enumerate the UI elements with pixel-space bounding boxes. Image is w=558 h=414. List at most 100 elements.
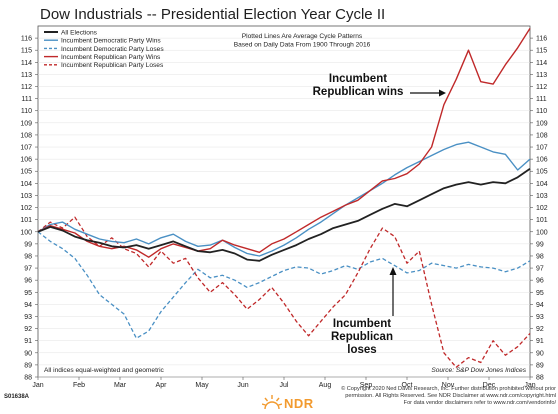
y-tick-label: 106 (20, 157, 32, 164)
series-line-5 (37, 216, 531, 368)
y-tick-label: 108 (20, 132, 32, 139)
y-tick-label-right: 107 (536, 145, 548, 152)
y-tick-label: 89 (24, 362, 32, 369)
y-tick-label-right: 114 (536, 60, 547, 67)
plot-area (37, 25, 531, 378)
y-tick-label-right: 110 (536, 108, 547, 115)
source-note: Source: S&P Dow Jones Indices (431, 367, 526, 374)
y-tick-label-right: 96 (536, 278, 544, 285)
y-tick-label-right: 105 (536, 169, 548, 176)
y-tick-label: 99 (24, 241, 32, 248)
chart-title: Dow Industrials -- Presidential Election… (40, 6, 386, 23)
y-tick-label-right: 99 (536, 241, 544, 248)
x-tick-label: Sep (360, 382, 373, 389)
y-tick-label-right: 95 (536, 290, 544, 297)
x-tick-label: Aug (319, 382, 332, 389)
y-tick-label-right: 97 (536, 266, 544, 273)
y-tick-label: 98 (24, 253, 32, 260)
y-tick-label: 113 (21, 72, 32, 79)
copyright-line: © Copyright 2020 Ned Davis Research, Inc… (341, 386, 556, 392)
y-tick-label-right: 90 (536, 350, 544, 357)
y-tick-label: 95 (24, 290, 32, 297)
y-tick-label: 93 (24, 314, 32, 321)
y-tick-label: 96 (24, 278, 32, 285)
y-tick-label: 112 (21, 84, 32, 91)
y-tick-label-right: 91 (536, 338, 544, 345)
chart-subtitle: Based on Daily Data From 1900 Through 20… (234, 42, 371, 49)
arrow-head (389, 267, 397, 275)
y-tick-label-right: 115 (536, 48, 547, 55)
x-tick-label: Feb (73, 382, 85, 389)
copyright-footer: © Copyright 2020 Ned Davis Research, Inc… (330, 386, 556, 408)
y-tick-label-right: 103 (536, 193, 548, 200)
y-tick-label-right: 94 (536, 302, 544, 309)
ndr-sun-icon (262, 395, 282, 410)
x-tick-label: May (195, 382, 209, 389)
y-tick-label: 105 (20, 169, 32, 176)
annotation-wins: Incumbent (329, 73, 387, 85)
x-tick-label: Jan (32, 382, 43, 389)
chart-code: S01638A (4, 394, 30, 400)
footnote: All indices equal-weighted and geometric (44, 367, 165, 374)
series-line-3 (37, 231, 531, 339)
y-tick-label-right: 92 (536, 326, 544, 333)
legend-label: Incumbent Republican Party Wins (61, 54, 161, 61)
y-tick-label-right: 102 (536, 205, 548, 212)
y-tick-label: 100 (20, 229, 32, 236)
y-tick-label: 102 (20, 205, 32, 212)
y-tick-label-right: 108 (536, 132, 548, 139)
y-tick-label: 111 (21, 96, 32, 103)
y-tick-label-right: 111 (536, 96, 547, 103)
y-tick-label: 107 (20, 145, 32, 152)
annotation-loses: Incumbent (333, 318, 391, 330)
y-tick-label: 116 (21, 36, 32, 43)
logo-text: NDR (284, 396, 314, 411)
series-line-2 (37, 141, 531, 257)
y-tick-label-right: 98 (536, 253, 544, 260)
copyright-line: permission. All Rights Reserved. See NDR… (345, 393, 556, 400)
legend-label: All Elections (61, 29, 98, 36)
arrow-head (439, 89, 446, 97)
y-tick-label: 91 (24, 338, 32, 345)
legend-label: Incumbent Republican Party Loses (61, 62, 164, 69)
annotation-loses: loses (347, 344, 376, 356)
x-tick-label: Dec (483, 382, 496, 389)
annotation-loses: Republican (331, 331, 393, 343)
y-tick-label-right: 93 (536, 314, 544, 321)
x-tick-label: Nov (442, 382, 455, 389)
y-tick-label: 104 (20, 181, 32, 188)
y-tick-label-right: 112 (536, 84, 547, 91)
ndr-logo: NDR (262, 394, 324, 412)
legend-label: Incumbent Democratic Party Loses (61, 46, 164, 53)
y-tick-label: 110 (21, 108, 32, 115)
copyright-line: For data vendor disclaimers refer to www… (403, 400, 556, 407)
y-tick-label: 115 (21, 48, 32, 55)
y-tick-label-right: 106 (536, 157, 548, 164)
y-tick-label-right: 104 (536, 181, 548, 188)
y-tick-label-right: 109 (536, 120, 548, 127)
y-tick-label: 103 (20, 193, 32, 200)
y-tick-label-right: 89 (536, 362, 544, 369)
y-tick-label: 114 (21, 60, 32, 67)
y-tick-label: 97 (24, 266, 32, 273)
x-tick-label: Apr (156, 382, 168, 389)
y-tick-label: 101 (20, 217, 32, 224)
x-tick-label: Jun (237, 382, 248, 389)
x-tick-label: Oct (402, 382, 413, 389)
y-tick-label-right: 116 (536, 36, 547, 43)
y-tick-label: 94 (24, 302, 32, 309)
series-line-1 (37, 168, 531, 262)
x-tick-label: Jul (280, 382, 289, 389)
annotation-wins: Republican wins (313, 86, 404, 98)
y-tick-label-right: 101 (536, 217, 548, 224)
y-tick-label-right: 113 (536, 72, 547, 79)
y-tick-label: 88 (24, 375, 32, 382)
x-tick-label: Mar (114, 382, 127, 389)
y-tick-label: 90 (24, 350, 32, 357)
legend-label: Incumbent Democratic Party Wins (61, 38, 161, 45)
chart-subtitle: Plotted Lines Are Average Cycle Patterns (242, 33, 363, 40)
y-tick-label-right: 100 (536, 229, 548, 236)
x-tick-label: Jan (524, 382, 535, 389)
y-tick-label: 109 (20, 120, 32, 127)
